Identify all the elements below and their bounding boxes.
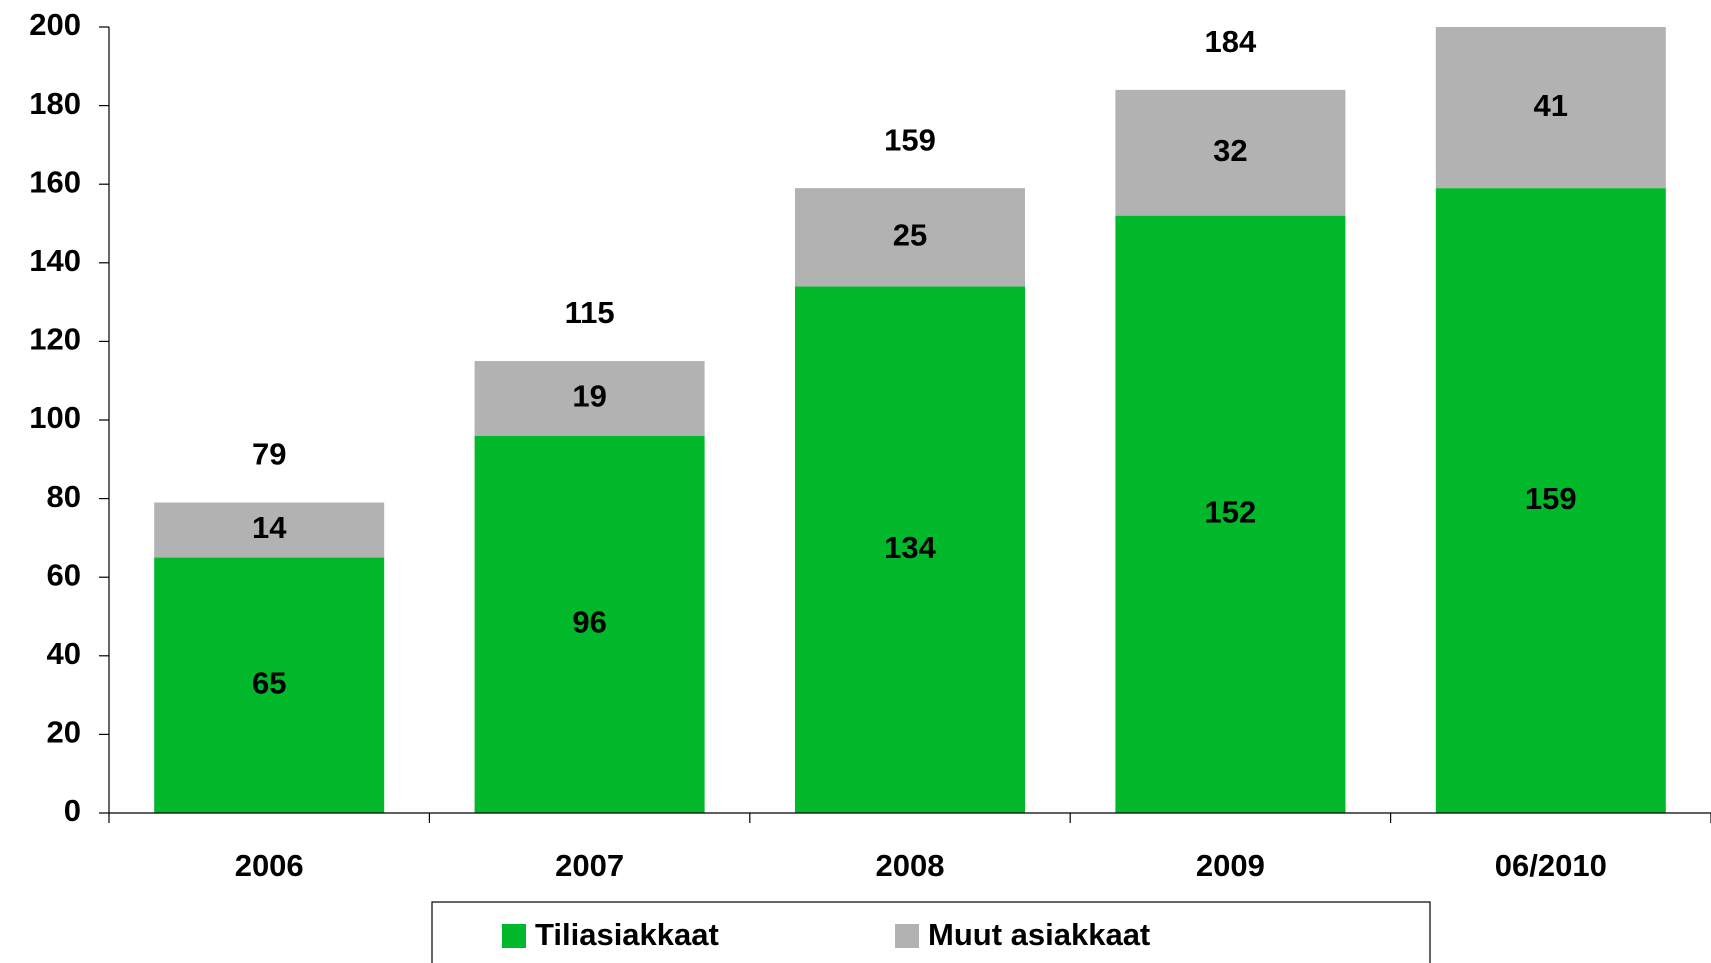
segment-label: 134 bbox=[884, 530, 936, 565]
segment-label: 65 bbox=[252, 665, 286, 700]
segment-label: 25 bbox=[893, 217, 927, 252]
legend-swatch bbox=[895, 924, 919, 948]
x-tick-label: 2006 bbox=[235, 848, 304, 883]
bar-segment bbox=[474, 361, 705, 436]
segment-label: 96 bbox=[572, 605, 606, 640]
total-label: 115 bbox=[565, 295, 615, 330]
y-tick-label: 60 bbox=[47, 557, 81, 592]
y-tick-label: 200 bbox=[29, 7, 81, 42]
y-tick-label: 180 bbox=[29, 86, 81, 121]
bar-segment bbox=[474, 435, 705, 813]
bar-segment bbox=[1435, 188, 1666, 813]
y-tick-label: 160 bbox=[29, 164, 81, 199]
y-tick-label: 40 bbox=[47, 636, 81, 671]
x-tick-label: 06/2010 bbox=[1495, 848, 1607, 883]
y-tick-label: 140 bbox=[29, 243, 81, 278]
y-tick-label: 80 bbox=[47, 479, 81, 514]
bar-segment bbox=[1115, 215, 1346, 813]
legend-label: Tiliasiakkaat bbox=[535, 917, 719, 952]
legend-swatch bbox=[502, 924, 526, 948]
x-tick-label: 2008 bbox=[876, 848, 945, 883]
legend-box bbox=[431, 901, 1431, 963]
y-tick-label: 0 bbox=[64, 793, 81, 828]
total-label: 159 bbox=[884, 122, 936, 157]
segment-label: 19 bbox=[572, 379, 606, 414]
y-tick-label: 20 bbox=[47, 715, 81, 750]
segment-label: 159 bbox=[1525, 481, 1577, 516]
segment-label: 152 bbox=[1205, 495, 1257, 530]
bar-segment bbox=[1435, 27, 1666, 189]
bar-segment bbox=[154, 557, 385, 813]
total-label: 79 bbox=[252, 437, 286, 472]
y-tick-label: 120 bbox=[29, 322, 81, 357]
x-tick-label: 2007 bbox=[555, 848, 624, 883]
legend-label: Muut asiakkaat bbox=[928, 917, 1150, 952]
y-tick-label: 100 bbox=[29, 400, 81, 435]
segment-label: 32 bbox=[1213, 133, 1247, 168]
bar-segment bbox=[795, 286, 1025, 813]
total-label: 184 bbox=[1205, 24, 1257, 59]
bar-segment bbox=[1115, 89, 1346, 216]
bar-segment bbox=[154, 502, 385, 558]
bar-segment bbox=[795, 188, 1025, 287]
segment-label: 14 bbox=[252, 510, 287, 545]
segment-label: 41 bbox=[1534, 88, 1568, 123]
x-tick-label: 2009 bbox=[1196, 848, 1265, 883]
